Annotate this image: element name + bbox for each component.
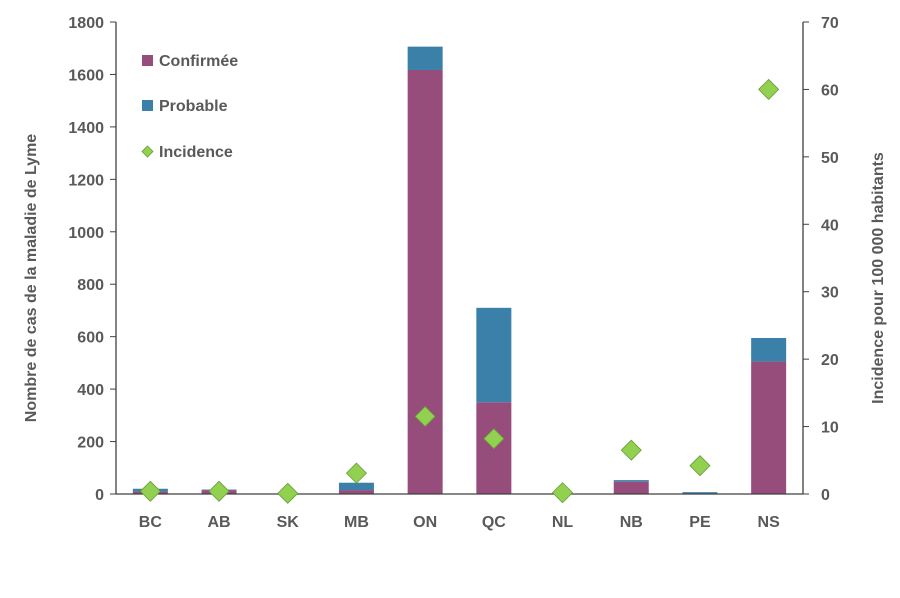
legend-swatch-confirmee [142,55,153,66]
y-tick-label: 0 [95,487,104,504]
y-axis-label: Nombre de cas de la maladie de Lyme [23,134,40,423]
x-tick-label: MB [344,514,369,531]
legend: Confirmée Probable Incidence [142,53,238,161]
bar-probable-nb [614,480,649,482]
y-tick-label: 1600 [68,67,104,84]
incidence-point-ab [209,481,229,501]
y-tick-label: 600 [77,330,104,347]
bar-probable-mb [339,483,374,490]
x-tick-label: NB [620,514,643,531]
x-tick-label: SK [277,514,300,531]
bar-confirmee-ns [751,362,786,494]
y2-tick-label: 0 [821,487,830,504]
y-tick-label: 400 [77,382,104,399]
incidence-point-sk [278,483,298,503]
y2-tick-label: 30 [821,285,839,302]
y-tick-label: 1800 [68,15,104,32]
y-tick-label: 1000 [68,225,104,242]
incidence-point-mb [346,463,366,483]
y-tick-label: 200 [77,435,104,452]
bar-confirmee-on [408,70,443,494]
bar-probable-qc [476,308,511,402]
x-tick-label: AB [207,514,230,531]
y2-tick-label: 70 [821,15,839,32]
y-tick-label: 1400 [68,120,104,137]
y2-tick-label: 60 [821,82,839,99]
y2-tick-label: 20 [821,352,839,369]
incidence-point-bc [140,481,160,501]
x-tick-label: BC [139,514,163,531]
legend-marker-incidence [142,146,153,157]
x-tick-label: PE [689,514,711,531]
incidence-point-pe [690,456,710,476]
legend-label-incidence: Incidence [159,144,233,161]
bar-probable-ns [751,338,786,362]
x-tick-label: NS [758,514,781,531]
y2-tick-label: 40 [821,217,839,234]
bar-probable-on [408,47,443,70]
incidence-point-nb [621,440,641,460]
legend-label-probable: Probable [159,98,228,115]
x-tick-label: NL [552,514,574,531]
y-tick-label: 800 [77,277,104,294]
y-tick-label: 1200 [68,172,104,189]
bar-confirmee-nb [614,482,649,494]
incidence-point-nl [553,483,573,503]
x-tick-label: ON [413,514,437,531]
x-tick-label: QC [482,514,506,531]
y2-tick-label: 10 [821,420,839,437]
y2-axis-label: Incidence pour 100 000 habitants [870,152,887,404]
incidence-point-ns [759,79,779,99]
legend-label-confirmee: Confirmée [159,53,238,70]
y2-tick-label: 50 [821,150,839,167]
legend-swatch-probable [142,100,153,111]
